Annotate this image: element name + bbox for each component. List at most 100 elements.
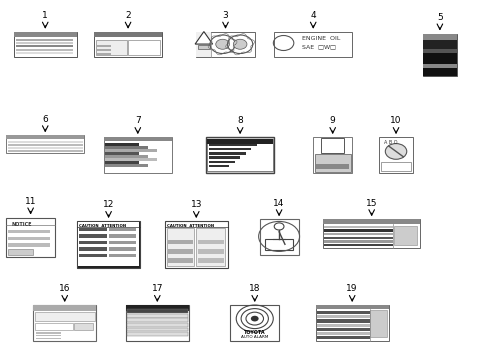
Bar	[370, 310, 387, 337]
Bar	[105, 146, 148, 149]
Text: CAUTION  ATTENTION: CAUTION ATTENTION	[167, 224, 214, 228]
Bar	[423, 40, 457, 49]
Bar	[209, 165, 229, 167]
Bar	[79, 228, 107, 231]
Bar	[324, 240, 392, 243]
Text: TOYOTA: TOYOTA	[244, 330, 266, 336]
Bar	[16, 45, 73, 48]
Bar	[168, 249, 193, 253]
Bar	[127, 318, 188, 322]
Bar	[34, 323, 73, 330]
Text: 19: 19	[346, 284, 358, 293]
Bar	[168, 240, 193, 244]
Text: AUTO ALARM: AUTO ALARM	[241, 335, 269, 339]
Bar	[207, 139, 273, 144]
Bar	[313, 137, 352, 173]
Circle shape	[233, 39, 247, 49]
Bar	[109, 234, 136, 238]
Bar	[317, 311, 370, 314]
Bar	[197, 258, 224, 263]
Bar	[324, 233, 392, 235]
Bar	[423, 68, 457, 76]
Bar	[196, 32, 255, 57]
Text: 8: 8	[237, 116, 243, 125]
Bar	[379, 137, 413, 173]
Bar	[127, 332, 188, 336]
Bar	[79, 240, 107, 244]
Bar	[316, 305, 389, 309]
Circle shape	[216, 39, 229, 49]
Bar	[209, 161, 235, 163]
Bar	[323, 219, 420, 224]
Bar	[94, 32, 162, 57]
Bar	[8, 230, 49, 233]
Bar	[104, 137, 172, 141]
Bar	[105, 165, 148, 167]
Bar	[423, 64, 457, 68]
Bar	[209, 148, 251, 150]
Bar	[128, 40, 160, 55]
Text: 6: 6	[42, 114, 48, 123]
Bar	[8, 141, 83, 143]
Bar	[105, 149, 157, 152]
Bar	[8, 249, 32, 255]
Text: 18: 18	[249, 284, 261, 293]
Bar	[6, 217, 55, 257]
Bar	[97, 45, 111, 48]
Bar	[79, 253, 107, 257]
Text: 9: 9	[330, 116, 336, 125]
Bar	[16, 51, 73, 54]
Bar	[266, 239, 293, 249]
Bar	[33, 305, 97, 311]
Bar	[74, 323, 93, 330]
Bar	[8, 144, 83, 146]
Bar	[14, 32, 77, 57]
Bar	[105, 158, 157, 161]
Bar	[317, 324, 370, 327]
Bar	[209, 144, 257, 146]
Bar	[317, 336, 370, 339]
Text: A B O: A B O	[384, 140, 397, 145]
Bar	[315, 154, 351, 172]
Bar	[8, 150, 83, 152]
Text: ENGINE  OIL: ENGINE OIL	[301, 36, 340, 41]
Bar	[381, 162, 411, 171]
Bar	[206, 137, 274, 173]
Bar	[316, 305, 389, 341]
Bar	[78, 222, 139, 266]
Bar	[197, 249, 224, 253]
Bar	[8, 237, 49, 240]
Bar	[165, 221, 228, 267]
Circle shape	[251, 316, 259, 321]
Bar	[105, 156, 148, 158]
Bar	[105, 152, 139, 155]
Bar	[127, 323, 188, 327]
Bar	[324, 237, 392, 239]
Text: 11: 11	[25, 197, 36, 206]
Text: 10: 10	[391, 116, 402, 125]
Bar	[196, 32, 211, 57]
Text: 15: 15	[366, 198, 377, 207]
Bar	[109, 228, 136, 231]
Bar	[105, 161, 139, 164]
Bar	[16, 42, 73, 44]
Text: 14: 14	[273, 198, 285, 207]
Bar	[324, 229, 392, 231]
Bar	[317, 319, 370, 323]
Bar	[6, 135, 84, 139]
Bar	[14, 32, 77, 37]
Bar	[260, 219, 298, 255]
Bar	[321, 138, 344, 153]
Polygon shape	[195, 32, 213, 44]
Bar	[125, 305, 189, 341]
Bar	[324, 244, 392, 247]
Bar	[36, 335, 61, 337]
Bar	[209, 152, 246, 155]
Bar	[230, 305, 279, 341]
Bar	[8, 147, 83, 149]
Text: 7: 7	[135, 116, 141, 125]
Text: 2: 2	[125, 11, 131, 20]
Bar	[423, 49, 457, 53]
Bar	[127, 328, 188, 332]
Text: SAE  □W□: SAE □W□	[301, 44, 336, 49]
